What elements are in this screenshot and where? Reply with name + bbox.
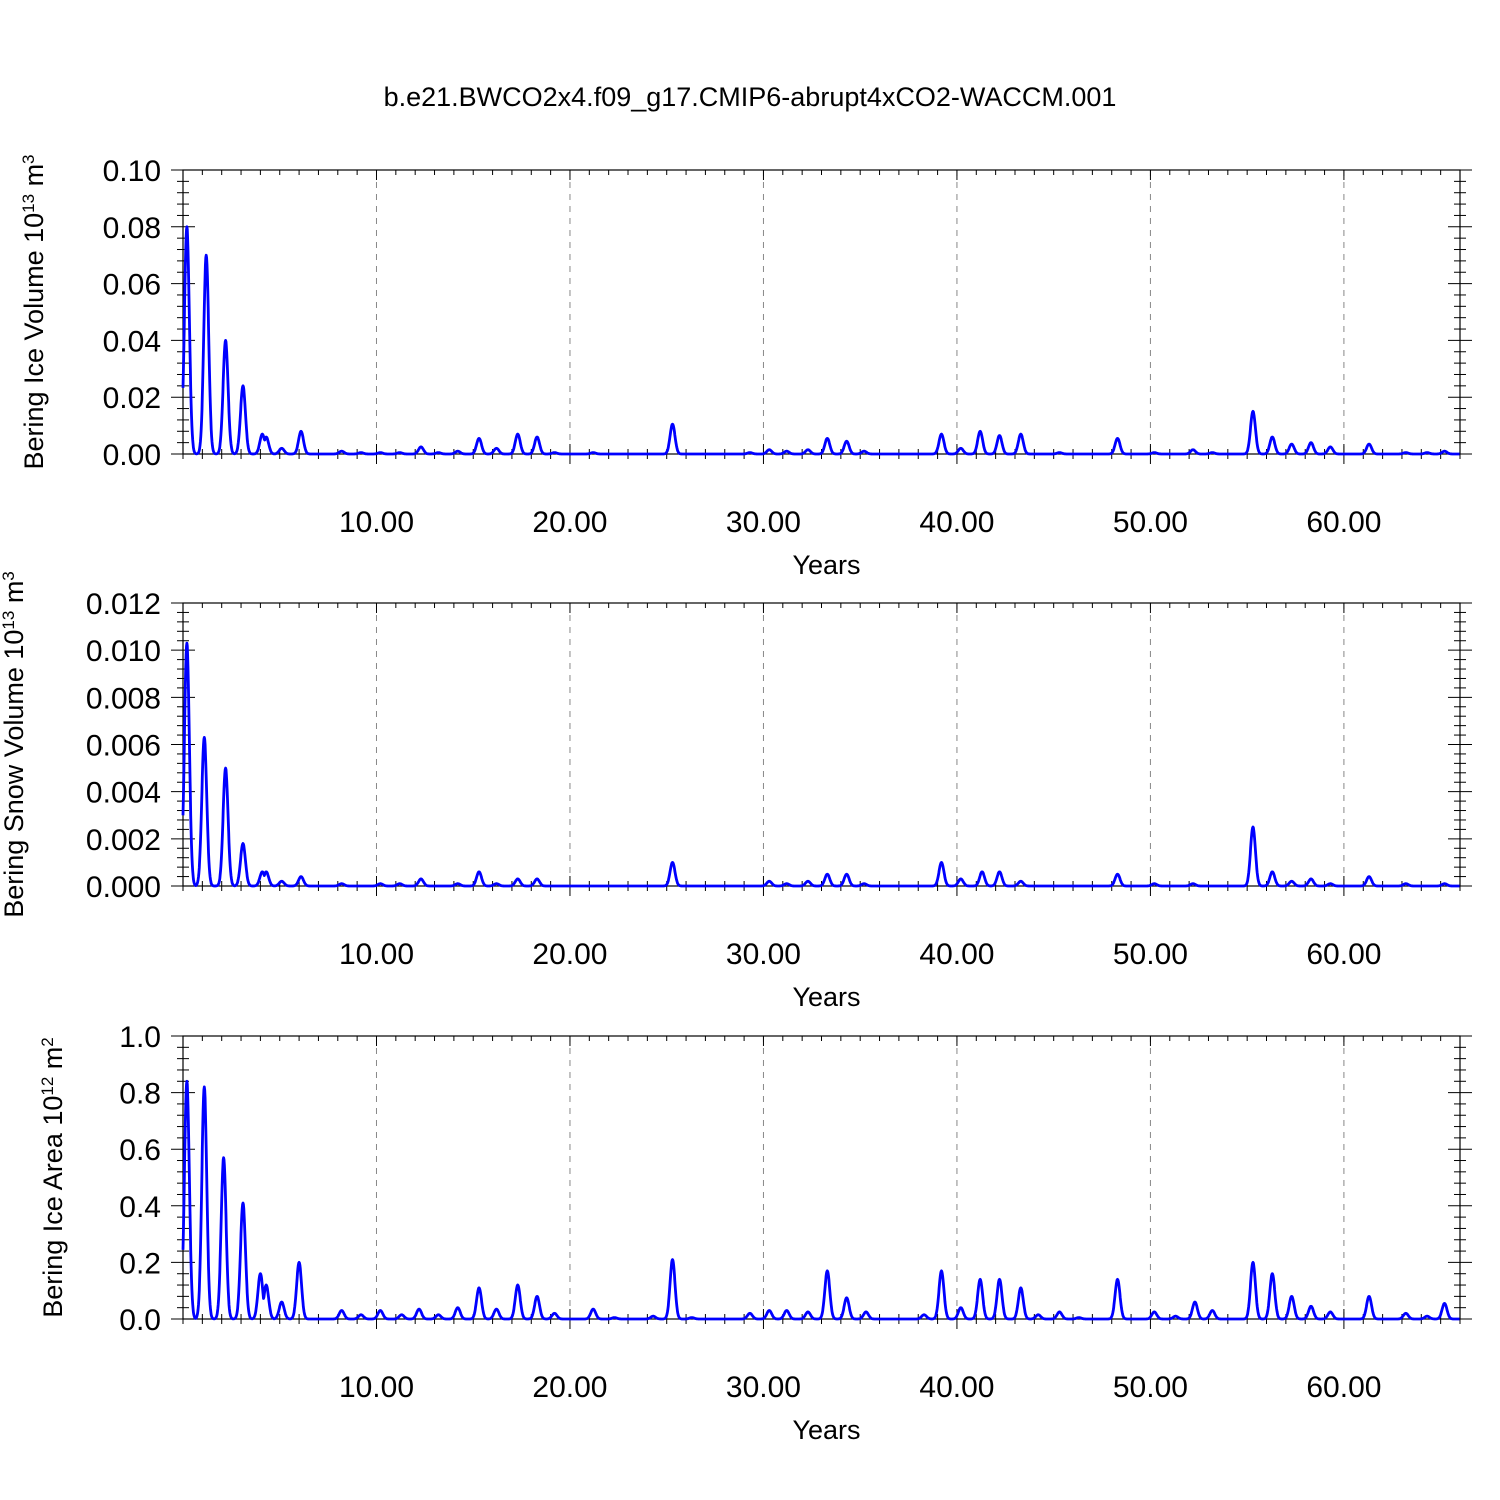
y-axis-title-superscript: 3 [0,571,18,580]
y-axis-title-superscript: 12 [38,1077,57,1096]
x-axis-title: Years [792,982,860,1012]
chart-panel-2: 0.000 0.002 0.004 0.006 0.008 0.010 0.012 10.00… [0,571,1472,1012]
y-tick-label: 0.10 [103,155,161,188]
y-tick-label: 1.0 [119,1021,161,1054]
figure-title: b.e21.BWCO2x4.f09_g17.CMIP6-abrupt4xCO2-… [384,82,1117,112]
y-tick-label: 0.002 [86,824,161,857]
y-tick-label: 0.004 [86,777,161,810]
y-tick-label: 0.4 [119,1191,161,1224]
x-tick-label: 10.00 [339,1371,414,1404]
y-axis-title: Bering Snow Volume 1013 m3 [0,571,29,918]
plot-frame [182,169,1461,455]
y-tick-label: 0.08 [103,212,161,245]
y-tick-label: 0.6 [119,1134,161,1167]
x-tick-label: 60.00 [1306,1371,1381,1404]
y-axis-title-part: Bering Snow Volume 10 [0,630,29,918]
y-axis-title-superscript: 2 [38,1037,57,1046]
plot-frame [182,1035,1461,1320]
y-tick-label: 0.04 [103,325,161,358]
y-axis-title-part: m [19,164,49,194]
y-tick-label: 0.000 [86,871,161,904]
x-tick-label: 40.00 [919,506,994,539]
x-tick-label: 10.00 [339,938,414,971]
y-tick-label: 0.02 [103,382,161,415]
y-tick-label: 0.2 [119,1247,161,1280]
y-axis-title: Bering Ice Volume 1013 m3 [19,154,50,469]
y-axis-title-part: m [38,1047,68,1077]
x-axis-title: Years [792,1415,860,1445]
y-axis-title-part: m [0,581,29,611]
x-tick-label: 50.00 [1113,1371,1188,1404]
y-axis-title-part: Bering Ice Volume 10 [19,213,49,470]
y-tick-label: 0.06 [103,269,161,302]
y-tick-label: 0.008 [86,682,161,715]
x-axis-title: Years [792,550,860,580]
y-axis-title-superscript: 3 [19,154,38,163]
x-tick-label: 20.00 [532,506,607,539]
y-axis-title-superscript: 13 [0,611,18,630]
y-tick-label: 0.00 [103,439,161,472]
y-tick-label: 0.006 [86,730,161,763]
chart-panel-3: 0.0 0.2 0.4 0.6 0.8 1.0 10.00 20.00 30.00 40.00 50… [38,1021,1472,1445]
data-series-line [181,1079,1461,1321]
y-axis-title-superscript: 13 [19,194,38,213]
x-tick-label: 20.00 [532,1371,607,1404]
plot-frame [182,602,1461,887]
y-tick-label: 0.0 [119,1304,161,1337]
x-tick-label: 60.00 [1306,938,1381,971]
y-tick-label: 0.8 [119,1078,161,1111]
y-tick-label: 0.012 [86,588,161,621]
x-tick-label: 40.00 [919,1371,994,1404]
data-series-line [181,225,1461,456]
x-tick-label: 40.00 [919,938,994,971]
x-tick-label: 30.00 [726,1371,801,1404]
x-tick-label: 60.00 [1306,506,1381,539]
x-tick-label: 10.00 [339,506,414,539]
x-tick-label: 50.00 [1113,506,1188,539]
x-tick-label: 20.00 [532,938,607,971]
chart-panel-1: 0.00 0.02 0.04 0.06 0.08 0.10 10.00 20.00 30.00 4… [19,154,1472,580]
x-tick-label: 30.00 [726,938,801,971]
y-axis-title-part: Bering Ice Area 10 [38,1096,68,1318]
x-tick-label: 30.00 [726,506,801,539]
x-tick-label: 50.00 [1113,938,1188,971]
y-tick-label: 0.010 [86,635,161,668]
y-axis-title: Bering Ice Area 1012 m2 [38,1037,69,1318]
data-series-line [181,641,1461,888]
